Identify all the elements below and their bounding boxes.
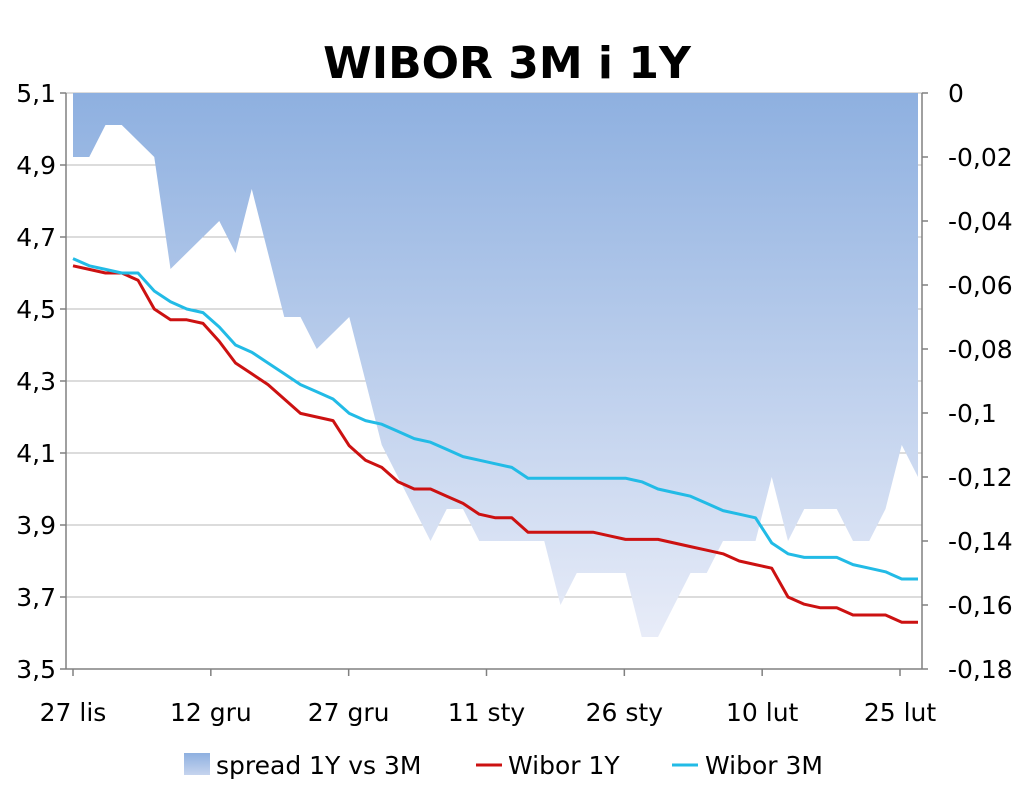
y-left-tick-label: 4,7 [16, 223, 56, 252]
chart-title: WIBOR 3M i 1Y [323, 38, 692, 89]
legend-label-wibor-3m: Wibor 3M [705, 751, 823, 780]
axes [60, 92, 928, 670]
series-line-wibor-1y [72, 264, 918, 624]
spread-area [73, 93, 918, 637]
y-right-tick-label: -0,08 [948, 335, 1013, 364]
y-right-tick-label: 0 [948, 79, 964, 108]
y-right-tick-label: -0,18 [948, 655, 1013, 684]
x-tick-label: 10 lut [726, 698, 799, 727]
y-left-tick-label: 4,1 [16, 439, 56, 468]
series-line-wibor-3m [72, 257, 918, 581]
legend: spread 1Y vs 3M Wibor 1Y Wibor 3M [184, 751, 823, 780]
x-tick-labels: 27 lis 12 gru 27 gru 11 sty 26 sty 10 lut 25 l… [40, 669, 937, 727]
y-left-tick-label: 5,1 [16, 79, 56, 108]
y-left-tick-label: 4,5 [16, 295, 56, 324]
y-right-tick-label: -0,02 [948, 143, 1013, 172]
x-tick-label: 11 sty [448, 698, 526, 727]
y-left-tick-label: 4,9 [16, 151, 56, 180]
y-right-tick-label: -0,04 [948, 207, 1013, 236]
y-left-tick-label: 3,7 [16, 583, 56, 612]
y-right-tick-label: -0,06 [948, 271, 1013, 300]
y-right-tick-labels: 0 -0,02 -0,04 -0,06 -0,08 -0,1 -0,12 -0,14 -0,16… [948, 79, 1013, 684]
y-left-tick-label: 3,9 [16, 511, 56, 540]
legend-label-spread: spread 1Y vs 3M [216, 751, 422, 780]
legend-swatch-spread [184, 753, 210, 775]
x-tick-label: 27 gru [308, 698, 390, 727]
y-left-tick-label: 3,5 [16, 655, 56, 684]
x-tick-label: 12 gru [170, 698, 252, 727]
y-right-tick-label: -0,14 [948, 527, 1013, 556]
x-tick-label: 25 lut [864, 698, 937, 727]
y-left-tick-label: 4,3 [16, 367, 56, 396]
legend-label-wibor-1y: Wibor 1Y [508, 751, 620, 780]
y-left-tick-labels: 5,1 4,9 4,7 4,5 4,3 4,1 3,9 3,7 3,5 [16, 79, 56, 684]
y-right-tick-label: -0,1 [948, 399, 997, 428]
y-right-tick-label: -0,12 [948, 463, 1013, 492]
y-right-tick-label: -0,16 [948, 591, 1013, 620]
x-tick-label: 26 sty [586, 698, 664, 727]
x-tick-label: 27 lis [40, 698, 107, 727]
